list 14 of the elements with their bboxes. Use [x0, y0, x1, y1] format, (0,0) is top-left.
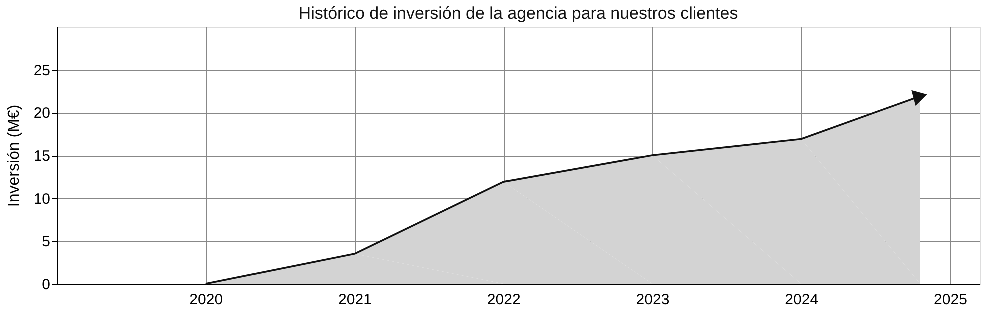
x-tick-label: 2020 — [190, 292, 224, 308]
y-tick-label: 25 — [34, 62, 50, 80]
y-tick-label: 10 — [34, 190, 50, 208]
x-tick-label: 2025 — [934, 292, 968, 308]
y-axis-title: Inversión (M€) — [6, 104, 23, 208]
x-tick-label: 2023 — [636, 292, 670, 308]
x-tick-label: 2024 — [785, 292, 819, 308]
chart-title: Histórico de inversión de la agencia para nuestros clientes — [298, 4, 738, 23]
y-tick-label: 0 — [42, 276, 50, 294]
y-tick-label: 20 — [34, 105, 50, 122]
y-tick-label: 5 — [42, 234, 50, 251]
x-tick-label: 2022 — [487, 292, 521, 308]
x-tick-label: 2021 — [338, 292, 372, 308]
y-tick-label: 15 — [34, 148, 50, 165]
